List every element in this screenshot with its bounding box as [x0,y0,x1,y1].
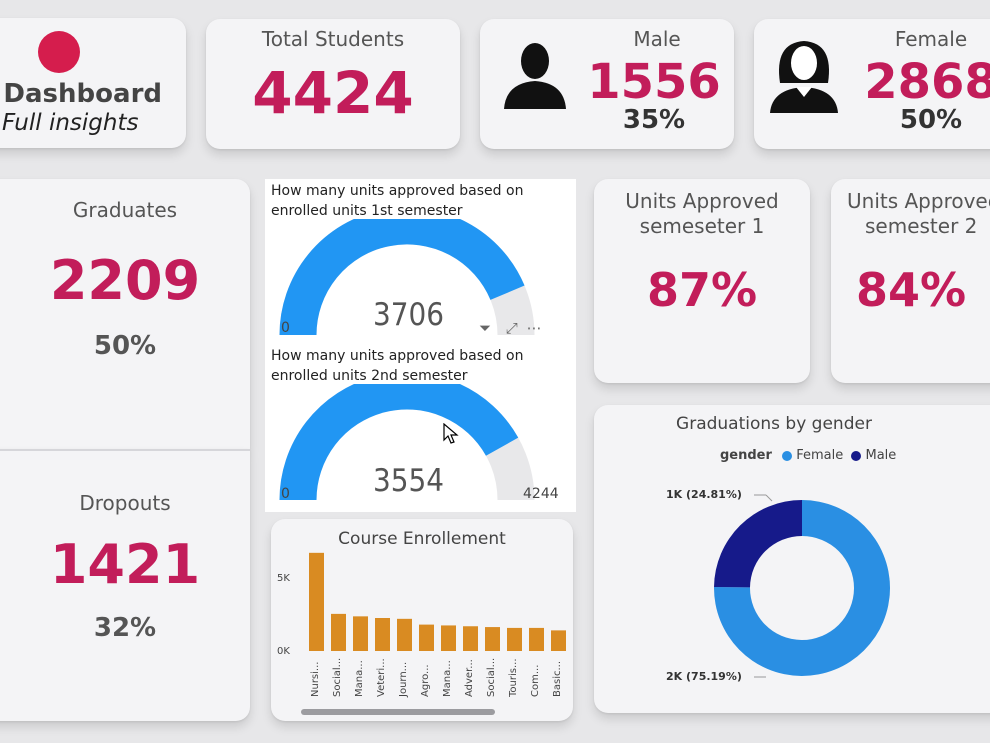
course-bar[interactable] [463,626,478,651]
units-approved-1-card: Units Approved semeseter 1 87% [594,179,810,383]
dropouts-value: 1421 [49,533,201,596]
title-card: R Dashboard Full insights [0,18,186,148]
gauge1-min: 0 [281,320,290,336]
x-tick-label: Adver... [464,659,475,697]
y-tick-bottom: 0K [277,646,290,657]
x-tick-label: Basic... [552,660,563,697]
course-bar[interactable] [331,613,346,651]
course-bar[interactable] [309,552,324,651]
course-bar[interactable] [507,627,522,651]
grad-gender-legend: gender Female Male [720,448,896,463]
course-title: Course Enrollement [338,529,506,549]
total-students-value: 4424 [252,59,414,127]
female-value: 2868 [864,54,990,110]
x-tick-label: Journ... [398,661,409,697]
female-avatar-icon [770,41,838,113]
graduates-value: 2209 [49,249,201,312]
gauge2-value: 3554 [373,463,444,499]
gender-donut-chart[interactable] [594,473,990,713]
legend-male-label[interactable]: Male [865,448,897,463]
course-bar[interactable] [485,627,500,651]
visual-toolbar: ⏷ ⤢ ⋯ [479,319,542,337]
course-bar[interactable] [419,624,434,651]
gauge2-min: 0 [281,486,290,502]
dropouts-pct: 32% [93,613,157,643]
x-tick-label: Mana... [354,660,365,697]
more-options-icon[interactable]: ⋯ [526,319,542,337]
legend-male-dot [851,450,862,461]
male-avatar-icon [504,43,566,109]
gauge1-title: How many units approved based on enrolle… [271,183,524,219]
total-students-label: Total Students [261,27,405,51]
gauge1-chart[interactable] [265,219,576,339]
units1-value: 87% [646,263,758,317]
donut-slice-female[interactable] [714,500,891,676]
male-label: Male [633,27,681,51]
x-tick-label: Touris... [508,658,519,697]
female-pct: 50% [899,105,963,135]
male-slice-label: 1K (24.81%) [666,488,742,501]
x-tick-label: Veteri... [376,658,387,697]
x-tick-label: Agro... [420,664,431,697]
filter-icon[interactable]: ⏷ [479,319,492,337]
dropouts-label: Dropouts [79,491,171,515]
gauge2-title: How many units approved based on enrolle… [271,348,524,384]
units2-value: 84% [855,263,967,317]
gauges-panel: How many units approved based on enrolle… [265,179,576,512]
dashboard-title: R Dashboard [0,79,162,109]
course-bar[interactable] [375,618,390,651]
y-tick-top: 5K [277,573,290,584]
female-card: Female 2868 50% [754,19,990,149]
legend-female-dot [782,450,793,461]
logo-dot-icon [38,31,80,73]
units1-title: Units Approved semeseter 1 [625,189,779,238]
units2-title: Units Approved semester 2 [847,189,990,238]
gauge1-value: 3706 [373,297,444,333]
female-slice-label: 2K (75.19%) [666,670,742,683]
focus-mode-icon[interactable]: ⤢ [505,319,518,337]
gauge1-fill [279,219,525,336]
x-tick-label: Mana... [442,660,453,697]
male-pct: 35% [622,105,686,135]
grad-gender-title: Graduations by gender [676,414,872,434]
units-approved-2-card: Units Approved semester 2 84% [831,179,990,383]
x-tick-label: Com... [530,664,541,697]
graduates-pct: 50% [93,331,157,361]
gauge2-chart[interactable] [265,384,576,504]
gauge2-max: 4244 [523,486,559,502]
dropouts-card: Dropouts 1421 32% [0,449,250,721]
legend-title: gender [720,448,772,463]
course-bar[interactable] [397,618,412,651]
horizontal-scrollbar[interactable] [301,709,495,715]
donut-slice-male[interactable] [714,500,802,588]
x-tick-label: Social... [332,657,343,697]
course-enrollment-card: Course Enrollement 5K 0K Nursi... Social.… [271,519,573,721]
x-tick-label: Nursi... [310,661,321,697]
gauge2-fill [279,384,519,501]
course-bar[interactable] [441,625,456,651]
legend-female-label[interactable]: Female [796,448,844,463]
x-tick-label: Social... [486,657,497,697]
course-bar[interactable] [529,627,544,651]
female-label: Female [894,27,968,51]
graduates-card: Graduates 2209 50% [0,179,250,449]
male-value: 1556 [587,54,721,110]
mouse-cursor-icon [443,423,459,444]
graduates-label: Graduates [72,198,178,222]
dashboard-subtitle: Full insights [2,110,139,136]
course-bar[interactable] [353,616,368,651]
course-bar-chart[interactable] [271,519,573,721]
male-card: Male 1556 35% [480,19,734,149]
graduations-gender-card: Graduations by gender gender Female Male… [594,405,990,713]
course-bar[interactable] [551,630,566,651]
total-students-card: Total Students 4424 [206,19,460,149]
divider [0,449,250,451]
